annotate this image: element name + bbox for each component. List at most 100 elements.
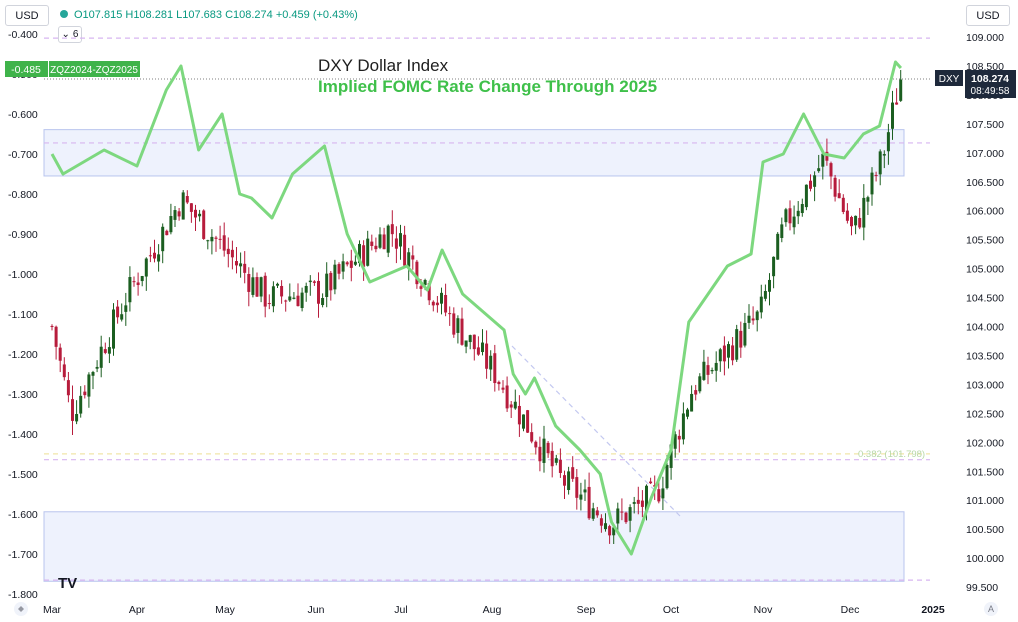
fib-level-label: 0.382 (101.798) bbox=[858, 449, 925, 460]
candle-body bbox=[468, 335, 472, 343]
candle-body bbox=[497, 381, 501, 385]
left-currency-button[interactable]: USD bbox=[5, 5, 49, 26]
candle-body bbox=[83, 391, 87, 396]
candle-body bbox=[776, 233, 780, 260]
candle-body bbox=[530, 432, 534, 442]
right-tick-label: 104.500 bbox=[966, 293, 1004, 305]
candle-body bbox=[218, 238, 222, 240]
candle-body bbox=[558, 459, 562, 473]
candle-body bbox=[858, 217, 862, 228]
left-tick-label: -0.700 bbox=[8, 149, 38, 161]
left-tick-label: -1.600 bbox=[8, 509, 38, 521]
right-tick-label: 105.500 bbox=[966, 235, 1004, 247]
candle-body bbox=[148, 255, 152, 257]
trend-line bbox=[511, 345, 681, 517]
indicator-count: 6 bbox=[72, 29, 79, 40]
candle-body bbox=[788, 208, 792, 224]
right-currency-button[interactable]: USD bbox=[966, 5, 1010, 26]
candle-body bbox=[899, 79, 903, 101]
gear-icon bbox=[18, 606, 24, 612]
candle-body bbox=[271, 286, 275, 307]
candle-body bbox=[481, 342, 484, 353]
candle-body bbox=[612, 527, 616, 536]
candle-body bbox=[829, 163, 833, 177]
candle-body bbox=[247, 273, 251, 292]
candle-body bbox=[304, 285, 308, 293]
candle-body bbox=[403, 234, 407, 266]
time-tick-label: 2025 bbox=[921, 604, 945, 616]
candle-body bbox=[71, 399, 74, 421]
candle-body bbox=[345, 262, 349, 265]
candle-body bbox=[181, 192, 185, 220]
time-axis[interactable]: Mar Apr May Jun Jul Aug Sep Oct Nov Dec 2025 bbox=[43, 604, 945, 616]
candle-body bbox=[895, 102, 899, 105]
candle-body bbox=[509, 404, 513, 408]
candles bbox=[50, 70, 903, 545]
candle-body bbox=[526, 410, 530, 433]
chevron-down-icon: ⌄ bbox=[61, 29, 70, 40]
candle-body bbox=[800, 204, 804, 214]
candle-body bbox=[419, 286, 423, 289]
auto-scale-button[interactable]: A bbox=[984, 602, 998, 616]
last-price: 108.274 bbox=[971, 73, 1009, 85]
candle-body bbox=[661, 488, 665, 499]
status-dot-icon bbox=[60, 10, 68, 18]
candle-body bbox=[772, 256, 776, 277]
right-tick-label: 101.000 bbox=[966, 495, 1004, 507]
candle-body bbox=[399, 233, 402, 247]
right-tick-label: 106.500 bbox=[966, 177, 1004, 189]
candle-body bbox=[362, 245, 366, 267]
candle-body bbox=[411, 255, 415, 260]
candle-body bbox=[850, 216, 853, 227]
right-axis[interactable]: 109.000108.500108.000107.500107.000106.5… bbox=[966, 32, 1004, 594]
candle-body bbox=[538, 446, 542, 462]
settings-button[interactable] bbox=[14, 602, 28, 616]
candle-body bbox=[751, 318, 755, 321]
right-tick-label: 105.000 bbox=[966, 264, 1004, 276]
bar-countdown: 08:49:58 bbox=[971, 86, 1010, 97]
candle-body bbox=[452, 313, 456, 335]
candle-body bbox=[694, 390, 698, 395]
candle-body bbox=[616, 508, 620, 524]
line-symbol-tag bbox=[49, 61, 140, 77]
tradingview-logo-text: TV bbox=[58, 575, 77, 592]
candle-body bbox=[759, 296, 763, 313]
candle-body bbox=[95, 366, 99, 369]
candle-body bbox=[534, 441, 538, 448]
candle-body bbox=[353, 261, 357, 265]
candle-body bbox=[444, 295, 448, 313]
line-last-value-tag bbox=[5, 61, 48, 77]
right-tick-label: 103.500 bbox=[966, 350, 1004, 362]
candle-body bbox=[440, 292, 443, 304]
candle-body bbox=[165, 230, 169, 236]
candle-body bbox=[485, 343, 489, 369]
right-tick-label: 108.500 bbox=[966, 61, 1004, 73]
candle-body bbox=[763, 290, 767, 299]
tradingview-logo[interactable]: TV bbox=[58, 575, 77, 592]
candle-body bbox=[722, 345, 726, 362]
candle-body bbox=[132, 281, 136, 283]
left-tick-label: -1.100 bbox=[8, 309, 38, 321]
candle-body bbox=[276, 283, 279, 286]
candle-body bbox=[378, 234, 382, 248]
line-last-value: -0.485 bbox=[11, 64, 41, 76]
candle-body bbox=[75, 414, 79, 422]
candle-body bbox=[79, 395, 83, 414]
candle-body bbox=[280, 285, 284, 297]
candle-body bbox=[144, 258, 148, 277]
time-tick-label: Dec bbox=[841, 604, 860, 616]
candle-body bbox=[624, 512, 628, 523]
candle-body bbox=[54, 326, 58, 347]
horizontal-levels bbox=[44, 37, 930, 581]
candle-body bbox=[649, 481, 653, 484]
candle-body bbox=[99, 346, 103, 368]
candle-body bbox=[669, 444, 673, 468]
candle-body bbox=[394, 238, 398, 249]
candle-body bbox=[66, 380, 70, 396]
candle-body bbox=[333, 264, 337, 290]
candle-body bbox=[312, 281, 316, 283]
right-tick-label: 101.500 bbox=[966, 466, 1004, 478]
left-tick-label: -1.800 bbox=[8, 589, 38, 601]
candle-body bbox=[686, 409, 689, 417]
